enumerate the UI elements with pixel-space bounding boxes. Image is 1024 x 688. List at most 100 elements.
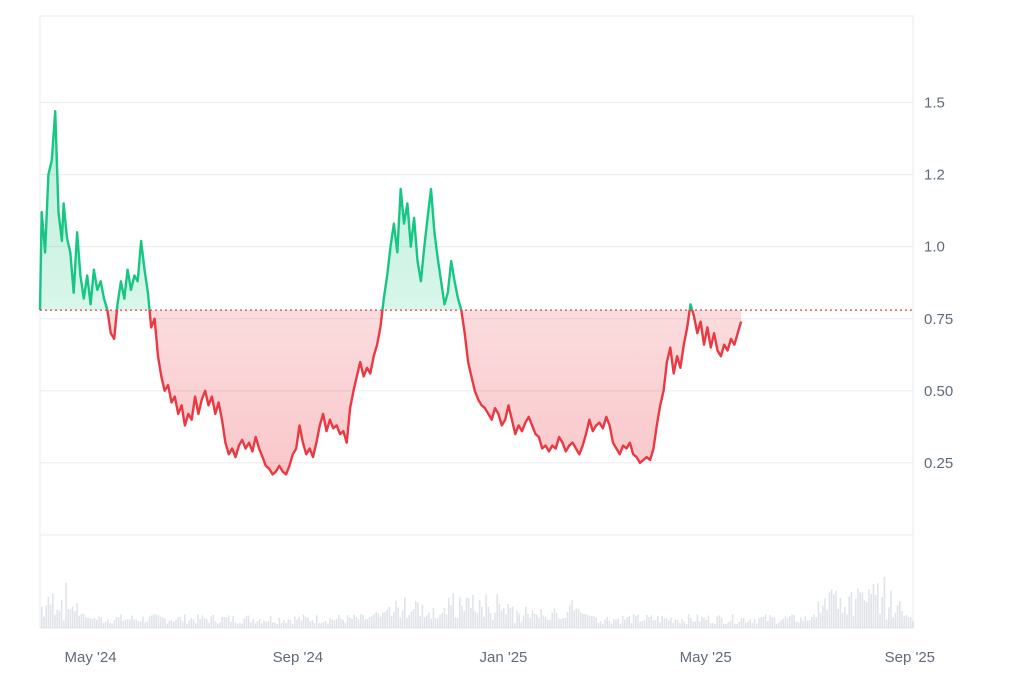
volume-bar bbox=[195, 623, 197, 628]
volume-bar bbox=[366, 619, 369, 628]
volume-bar bbox=[863, 600, 866, 628]
volume-bar bbox=[153, 614, 155, 628]
volume-bar bbox=[894, 612, 897, 628]
volume-bar bbox=[320, 623, 322, 628]
volume-bar bbox=[773, 617, 776, 628]
volume-bar bbox=[841, 612, 844, 628]
volume-bar bbox=[122, 620, 124, 628]
volume-bar bbox=[749, 619, 751, 628]
volume-bar bbox=[379, 616, 382, 628]
volume-bar bbox=[855, 598, 857, 628]
volume-bar bbox=[241, 623, 243, 628]
volume-bar bbox=[448, 597, 450, 628]
volume-bar bbox=[274, 622, 276, 628]
volume-bar bbox=[472, 594, 474, 628]
volume-bar bbox=[47, 596, 50, 628]
volume-bar bbox=[463, 611, 465, 628]
volume-bar bbox=[817, 601, 820, 628]
volume-bar bbox=[885, 619, 888, 628]
volume-bar bbox=[844, 606, 846, 628]
volume-bar bbox=[375, 612, 377, 628]
volume-bar bbox=[256, 621, 259, 628]
volume-bar bbox=[419, 615, 421, 628]
volume-bar bbox=[813, 614, 815, 628]
volume-bar bbox=[41, 606, 43, 628]
volume-bar bbox=[736, 623, 738, 628]
volume-bar bbox=[643, 620, 646, 628]
volume-bar bbox=[393, 611, 395, 628]
volume-bar bbox=[305, 616, 307, 628]
volume-bar bbox=[371, 616, 373, 628]
volume-bar bbox=[67, 609, 69, 628]
volume-bar bbox=[681, 618, 683, 628]
volume-bar bbox=[771, 617, 773, 628]
volume-bar bbox=[610, 623, 613, 628]
volume-bars bbox=[41, 577, 914, 628]
volume-bar bbox=[329, 618, 331, 628]
volume-bar bbox=[674, 619, 677, 628]
volume-bar bbox=[118, 617, 120, 628]
volume-bar bbox=[247, 615, 250, 628]
volume-bar bbox=[676, 620, 679, 628]
volume-bar bbox=[443, 608, 446, 628]
volume-bar bbox=[716, 616, 718, 628]
volume-bar bbox=[278, 617, 281, 628]
volume-bar bbox=[531, 610, 534, 628]
volume-bar bbox=[742, 617, 745, 628]
volume-bar bbox=[762, 617, 765, 628]
volume-bar bbox=[544, 616, 547, 628]
volume-bar bbox=[670, 617, 672, 628]
volume-bar bbox=[173, 621, 175, 628]
volume-bar bbox=[148, 616, 151, 628]
volume-bar bbox=[82, 613, 85, 628]
volume-bar bbox=[386, 609, 388, 628]
volume-bar bbox=[694, 621, 696, 628]
volume-bar bbox=[58, 610, 61, 628]
volume-bar bbox=[456, 617, 459, 628]
volume-bar bbox=[234, 622, 237, 628]
volume-bar bbox=[250, 622, 252, 628]
volume-bar bbox=[650, 615, 652, 628]
volume-bar bbox=[327, 623, 329, 628]
volume-bar bbox=[131, 615, 133, 628]
volume-bar bbox=[751, 623, 754, 628]
volume-bar bbox=[269, 616, 272, 628]
volume-bar bbox=[309, 621, 311, 628]
volume-bar bbox=[846, 614, 848, 628]
volume-bar bbox=[518, 613, 520, 628]
volume-bar bbox=[850, 592, 853, 628]
volume-bar bbox=[527, 613, 529, 628]
volume-bar bbox=[870, 594, 872, 628]
volume-bar bbox=[89, 618, 91, 628]
volume-bar bbox=[201, 615, 204, 628]
volume-bar bbox=[621, 616, 624, 628]
volume-bar bbox=[96, 620, 98, 628]
volume-bar bbox=[373, 614, 375, 628]
volume-bar bbox=[188, 620, 190, 628]
volume-bar bbox=[896, 605, 899, 628]
volume-bar bbox=[129, 619, 131, 628]
volume-bar bbox=[192, 619, 195, 628]
volume-bar bbox=[687, 614, 690, 628]
x-tick-label: Sep '25 bbox=[885, 649, 935, 666]
volume-bar bbox=[615, 619, 617, 628]
volume-bar bbox=[879, 614, 881, 628]
volume-bar bbox=[547, 619, 549, 628]
volume-bar bbox=[408, 614, 410, 628]
volume-bar bbox=[474, 611, 476, 628]
volume-bar bbox=[133, 619, 135, 628]
volume-bar bbox=[652, 619, 655, 628]
volume-bar bbox=[852, 615, 855, 628]
volume-bar bbox=[516, 610, 518, 628]
volume-bar bbox=[815, 617, 817, 628]
volume-bar bbox=[203, 618, 206, 628]
volume-bar bbox=[111, 623, 113, 628]
volume-bar bbox=[140, 621, 142, 628]
volume-bar bbox=[285, 622, 287, 628]
x-tick-label: Sep '24 bbox=[273, 649, 323, 666]
volume-bar bbox=[93, 618, 96, 628]
volume-bar bbox=[685, 624, 688, 628]
volume-bar bbox=[769, 615, 771, 628]
volume-bar bbox=[874, 595, 877, 628]
